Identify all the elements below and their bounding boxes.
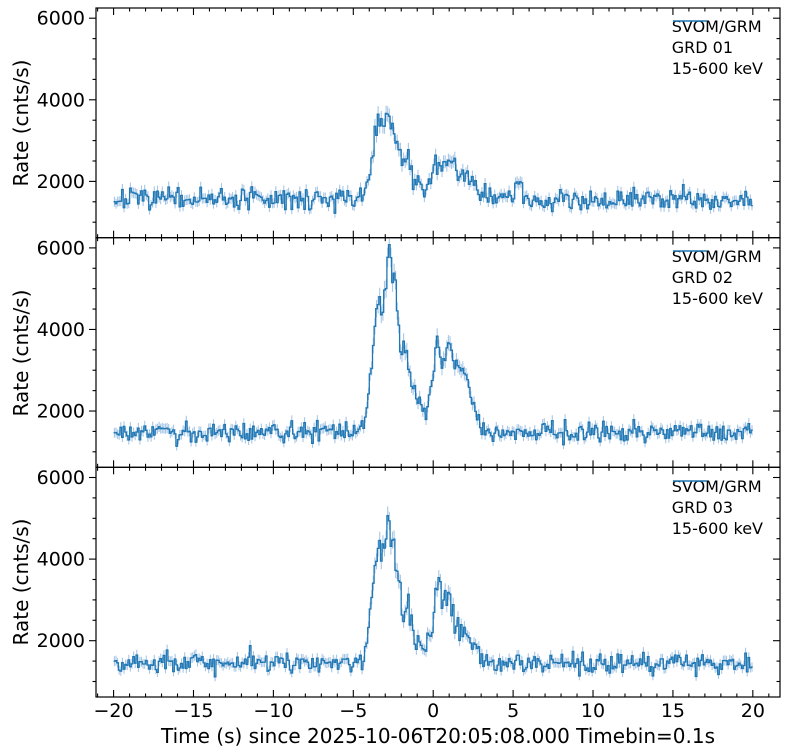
legend-energy-grd02: 15-600 keV <box>671 289 763 308</box>
svg-text:4000: 4000 <box>37 549 85 571</box>
legend-line-sample-grd01 <box>672 20 707 22</box>
svg-text:15: 15 <box>661 700 685 722</box>
svg-text:4000: 4000 <box>37 89 85 111</box>
y-axis-label-panel2: Rate (cnts/s) <box>9 289 33 416</box>
y-axis-label-panel3: Rate (cnts/s) <box>9 518 33 646</box>
svg-text:5: 5 <box>507 700 519 722</box>
svg-text:2000: 2000 <box>37 171 85 193</box>
svg-text:6000: 6000 <box>37 237 85 259</box>
legend-detector-grd03: GRD 03 <box>671 498 734 517</box>
svg-text:−15: −15 <box>173 700 213 722</box>
legend-line-sample-grd02 <box>672 250 707 252</box>
legend-energy-grd01: 15-600 keV <box>671 59 763 78</box>
svg-text:6000: 6000 <box>37 467 85 489</box>
legend-detector-grd02: GRD 02 <box>671 268 734 287</box>
svg-text:−5: −5 <box>339 700 367 722</box>
legend-grd01: SVOM/GRM GRD 01 15-600 keV <box>672 16 763 79</box>
legend-detector-grd01: GRD 01 <box>671 38 734 57</box>
svg-text:−20: −20 <box>94 700 134 722</box>
svg-text:6000: 6000 <box>37 8 85 30</box>
x-axis-label: Time (s) since 2025-10-06T20:05:08.000 T… <box>160 724 716 748</box>
svg-text:2000: 2000 <box>37 630 85 652</box>
y-axis-label-panel1: Rate (cnts/s) <box>9 59 33 187</box>
legend-energy-grd03: 15-600 keV <box>671 519 763 538</box>
svg-text:20: 20 <box>741 700 765 722</box>
legend-grd03: SVOM/GRM GRD 03 15-600 keV <box>672 476 763 539</box>
svg-text:−10: −10 <box>253 700 293 722</box>
legend-line-sample-grd03 <box>672 480 707 482</box>
svg-text:0: 0 <box>427 700 439 722</box>
svg-text:2000: 2000 <box>37 401 85 423</box>
svg-text:4000: 4000 <box>37 319 85 341</box>
legend-grd02: SVOM/GRM GRD 02 15-600 keV <box>672 246 763 309</box>
svg-text:10: 10 <box>581 700 605 722</box>
